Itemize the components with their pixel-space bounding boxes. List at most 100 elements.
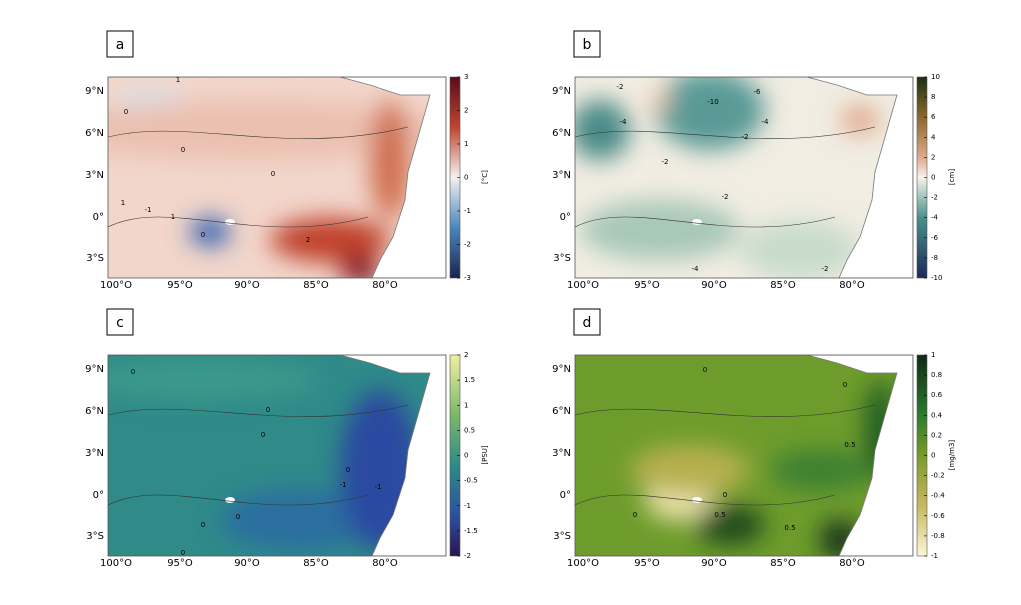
colorbar-tick-label: -0.6 [931,512,945,520]
colorbar-tick-label: 1.5 [464,376,475,384]
colorbar-tick-label: -1.5 [464,527,478,535]
colorbar-tick-label: 6 [931,113,936,121]
map-frame [107,76,447,279]
lon-label: 90°O [234,558,260,569]
colorbar-tick-label: 2 [931,153,935,161]
contour-label: -1 [145,206,152,214]
lat-label: 9°N [552,86,571,97]
lat-label: 0° [93,490,104,501]
contour [108,404,409,417]
contour-label: 0.5 [844,441,855,449]
lat-label: 0° [560,212,571,223]
lon-label: 100°O [100,280,132,291]
panel: b -2 -4 -10 -6 -4 -2 -2 -2 -4 -2 9°N 6°N 3°N 0° 3°S 100°… [552,30,956,291]
contour-label: -2 [662,158,669,166]
contour-label: -2 [742,133,749,141]
colorbar-tick-label: 1 [931,351,935,359]
map [575,355,913,556]
contour-label: 1 [121,199,125,207]
lon-label: 90°O [701,280,727,291]
anomaly [740,220,860,278]
colorbar-tick-label: -2 [464,241,471,249]
contour-label: 0.5 [714,511,725,519]
contour-label: 0 [181,549,185,557]
lat-label: 3°S [553,253,571,264]
anomaly [580,200,740,260]
island [225,497,235,503]
lat-label: 3°S [86,531,104,542]
lat-label: 3°N [85,448,104,459]
contour-label: 0 [236,513,240,521]
colorbar-tick-label: -1 [931,552,938,560]
field [575,77,880,278]
lon-label: 80°O [372,280,398,291]
lat-label: 3°S [86,253,104,264]
colorbar-unit: [°C] [481,170,489,184]
colorbar-tick-label: 0 [464,452,468,460]
panel: d 0 0 0.5 0 0.5 0 0.5 9°N 6°N 3°N 0° 3°S 100°O 95°O 90°… [552,308,956,569]
colorbar-tick-label: 4 [931,133,936,141]
colorbar-unit: [mg/m3] [948,440,956,471]
colorbar-tick-label: -2 [931,194,938,202]
contour [108,216,369,228]
colorbar-tick-label: 2 [464,107,468,115]
lon-label: 95°O [634,558,660,569]
anomaly [108,360,320,400]
anomaly [270,218,390,262]
lon-label: 90°O [234,280,260,291]
lon-label: 85°O [770,558,796,569]
panel: a 1 0 0 0 1 -1 1 2 0 9°N 6°N 3°N 0° 3°S 100°O 95°O 90°O 85… [85,30,489,291]
colorbar-tick-label: -1 [464,502,471,510]
colorbar-tick-label: 0.8 [931,371,942,379]
lat-label: 6°N [85,128,104,139]
land [806,355,913,556]
land [806,77,913,278]
field [108,87,446,278]
contour-label: 0 [723,491,727,499]
anomaly [695,505,765,545]
anomaly [648,90,672,110]
colorbar-unit: [cm] [948,169,956,185]
colorbar-tick-label: -10 [931,274,942,282]
contour [575,216,836,228]
lon-label: 100°O [567,280,599,291]
contour-label: 1 [171,213,175,221]
lat-label: 9°N [85,364,104,375]
lon-label: 80°O [839,280,865,291]
lon-label: 95°O [167,558,193,569]
contour-label: -6 [754,88,762,96]
lat-label: 6°N [552,128,571,139]
colorbar-tick-label: -0.2 [931,472,945,480]
contour [575,494,836,506]
anomaly [655,77,765,150]
colorbar-tick-label: 10 [931,73,940,81]
contour-label: -4 [762,118,770,126]
contour-label: 0 [124,108,128,116]
panel-label: d [583,315,592,331]
anomaly [340,256,380,278]
lon-label: 80°O [839,558,865,569]
contour-label: 0 [271,170,275,178]
lon-label: 85°O [303,558,329,569]
anomaly [190,218,230,246]
colorbar-tick-label: 0 [931,452,935,460]
anomaly [108,100,446,160]
panel: c 0 0 0 0 -1 0 -1 0 0 9°N 6°N 3°N 0° 3°S 100°O 95°O 90°O 8… [85,308,489,569]
contour [108,494,369,506]
lat-label: 3°N [85,170,104,181]
contour-label: 0 [181,146,185,154]
map [575,77,913,278]
colorbar-unit: [PSU] [481,445,489,465]
colorbar-tick-label: 1 [464,140,468,148]
map [108,355,446,556]
lon-label: 85°O [770,280,796,291]
contour [108,126,409,139]
contour-label: -4 [620,118,628,126]
colorbar-tick-label: 0.6 [931,391,943,399]
colorbar-tick-label: -8 [931,254,938,262]
anomaly [575,100,630,160]
anomaly [770,450,870,490]
anomaly [840,105,880,135]
panel-label-box [106,30,134,58]
